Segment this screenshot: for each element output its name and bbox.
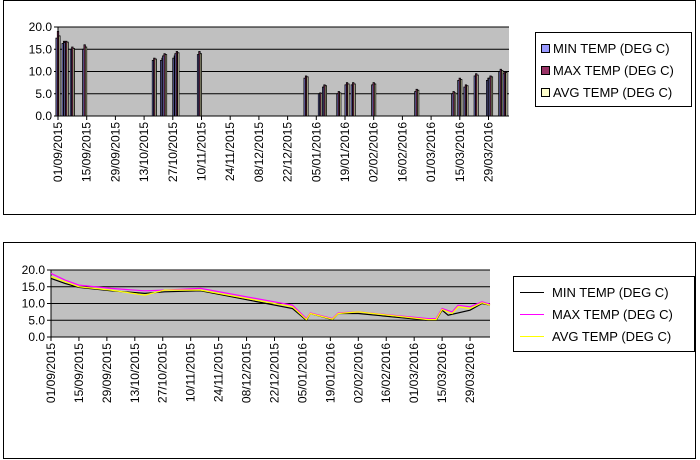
bar (373, 83, 377, 117)
x-tick-label: 05/01/2016 (309, 122, 323, 182)
legend-item: MIN TEMP (DEG C) (536, 37, 670, 59)
bar (347, 83, 350, 117)
bar (453, 92, 457, 117)
x-tick-label: 22/12/2015 (281, 122, 295, 182)
y-tick-label: 20.0 (29, 20, 53, 34)
bar (353, 83, 356, 117)
legend-swatch (541, 87, 550, 97)
legend-label: AVG TEMP (DEG C) (553, 84, 673, 100)
bar (199, 53, 202, 117)
x-tick-label: 15/09/2015 (80, 122, 94, 182)
line-chart-panel: 0.0 5.0 10.0 15.0 20.0 01/09/2015 15/09/2015 29… (3, 242, 696, 459)
legend-item: MAX TEMP (DEG C) (536, 59, 674, 81)
x-tick-label: 29/03/2016 (463, 343, 477, 403)
legend-label: MAX TEMP (DEG C) (552, 306, 673, 322)
legend-swatch (520, 335, 544, 337)
x-tick-label: 19/01/2016 (323, 343, 337, 403)
bar (72, 47, 75, 117)
y-tick-label: 10.0 (29, 65, 53, 79)
legend-item: MAX TEMP (DEG C) (514, 303, 673, 325)
x-tick-label: 01/09/2015 (51, 122, 65, 182)
y-tick-label: 10.0 (22, 297, 46, 311)
bar (417, 89, 420, 117)
bar-chart-panel: 0.0 5.0 10.0 15.0 20.0 01/09/2015 15/09/2015 29… (3, 0, 696, 215)
bar (476, 74, 479, 117)
line-chart-legend: MIN TEMP (DEG C) MAX TEMP (DEG C) AVG TEMP… (513, 276, 695, 352)
legend-swatch (541, 65, 550, 75)
bar (460, 79, 463, 117)
line-chart-svg: 0.0 5.0 10.0 15.0 20.0 01/09/2015 15/09/2015 29… (22, 263, 491, 403)
bar-chart-legend: MIN TEMP (DEG C) MAX TEMP (DEG C) AVG TEMP… (535, 32, 692, 107)
x-tick-label: 27/10/2015 (156, 343, 170, 403)
legend-label: MIN TEMP (DEG C) (553, 40, 670, 56)
bar (66, 41, 69, 117)
y-tick-label: 5.0 (35, 87, 52, 101)
bar (339, 92, 342, 117)
x-tick-label: 29/09/2015 (100, 343, 114, 403)
bar-chart-svg: 0.0 5.0 10.0 15.0 20.0 01/09/2015 15/09/2015 29… (29, 20, 509, 182)
y-tick-label: 0.0 (28, 330, 45, 344)
bar (177, 52, 180, 117)
x-tick-label: 22/12/2015 (267, 343, 281, 403)
x-tick-label: 16/02/2016 (379, 343, 393, 403)
x-tick-label: 13/10/2015 (137, 122, 151, 182)
x-tick-label: 29/03/2016 (482, 122, 496, 182)
x-tick-label: 01/09/2015 (44, 343, 58, 403)
y-tick-label: 0.0 (35, 109, 52, 123)
x-tick-label: 27/10/2015 (166, 122, 180, 182)
x-tick-label: 13/10/2015 (128, 343, 142, 403)
bar (164, 54, 168, 117)
x-tick-label: 19/01/2016 (338, 122, 352, 182)
bar (306, 76, 309, 117)
y-tick-label: 20.0 (22, 263, 46, 277)
legend-item: AVG TEMP (DEG C) (536, 81, 672, 103)
x-tick-label: 05/01/2016 (295, 343, 309, 403)
x-tick-label: 15/03/2016 (435, 343, 449, 403)
x-tick-label: 10/11/2015 (195, 122, 209, 181)
x-tick-label: 02/02/2016 (351, 343, 365, 403)
x-tick-label: 15/03/2016 (453, 122, 467, 182)
y-tick-label: 5.0 (28, 313, 45, 327)
legend-swatch (520, 291, 544, 293)
x-tick-label: 01/03/2016 (407, 343, 421, 403)
series-line (50, 276, 491, 321)
legend-swatch (520, 313, 544, 315)
x-tick-label: 01/03/2016 (424, 122, 438, 182)
x-tick-label: 29/09/2015 (108, 122, 122, 182)
legend-label: MIN TEMP (DEG C) (552, 284, 669, 300)
x-tick-label: 08/12/2015 (252, 122, 266, 182)
legend-label: MAX TEMP (DEG C) (553, 62, 674, 78)
x-tick-label: 08/12/2015 (240, 343, 254, 403)
bar (58, 35, 61, 117)
y-tick-label: 15.0 (29, 42, 53, 56)
bar (84, 46, 88, 117)
bar (466, 85, 469, 117)
x-tick-label: 15/09/2015 (72, 343, 86, 403)
bar (490, 76, 494, 117)
x-tick-label: 24/11/2015 (212, 343, 226, 402)
x-tick-label: 10/11/2015 (184, 343, 198, 402)
legend-label: AVG TEMP (DEG C) (552, 328, 672, 344)
bar (154, 58, 157, 117)
x-tick-label: 16/02/2016 (395, 122, 409, 182)
bar (324, 85, 328, 117)
y-tick-label: 15.0 (22, 280, 46, 294)
bar (505, 71, 508, 117)
x-tick-label: 02/02/2016 (367, 122, 381, 182)
legend-item: MIN TEMP (DEG C) (514, 281, 669, 303)
x-tick-label: 24/11/2015 (223, 122, 237, 181)
legend-swatch (541, 43, 550, 53)
legend-item: AVG TEMP (DEG C) (514, 325, 671, 347)
